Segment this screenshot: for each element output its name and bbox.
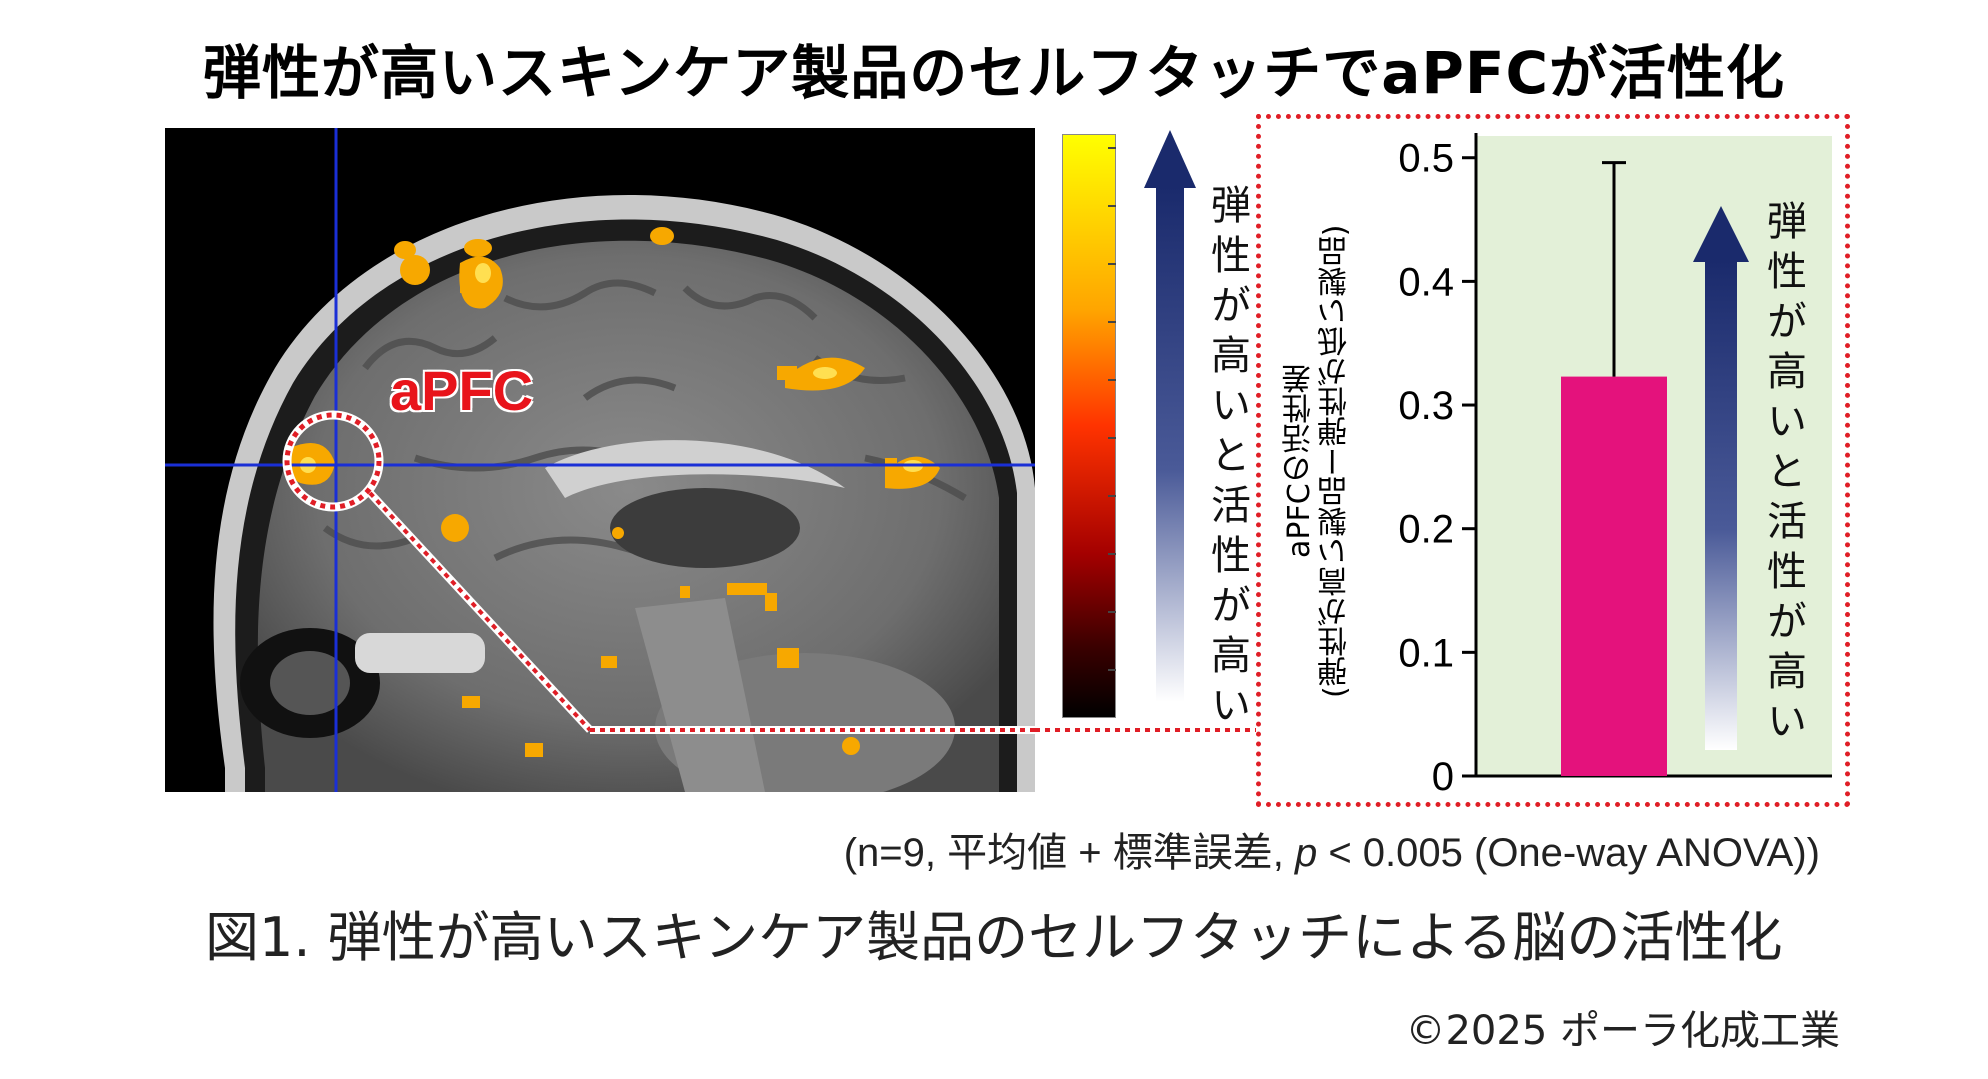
note-p-symbol: p — [1294, 831, 1318, 875]
up-arrow-icon — [1693, 206, 1749, 750]
figure-title: 弾性が高いスキンケア製品のセルフタッチでaPFCが活性化 — [202, 39, 1786, 107]
y-tick-label: 0.1 — [1398, 631, 1454, 675]
note-prefix: (n=9, 平均値 + 標準誤差, — [843, 831, 1295, 875]
statistics-note: (n=9, 平均値 + 標準誤差, p < 0.005 (One-way ANO… — [844, 820, 1820, 878]
y-tick-label: 0.4 — [1398, 260, 1454, 304]
bar — [1561, 376, 1667, 776]
activation-colorbar — [1062, 134, 1116, 718]
brain-mri-image: aPFC — [165, 128, 1035, 792]
y-tick-label: 0 — [1432, 755, 1454, 799]
apfc-region-label: aPFC — [390, 359, 534, 422]
colorbar-annotation: 弾性が高いと活性が高い — [1204, 184, 1250, 734]
chart-highlight-frame — [1256, 114, 1850, 807]
figure-caption: 図1. 弾性が高いスキンケア製品のセルフタッチによる脳の活性化 — [205, 906, 1783, 969]
chart-arrow-annotation: 弾性が高いと活性が高い — [1760, 200, 1806, 750]
y-tick-label: 0.3 — [1398, 384, 1454, 428]
note-suffix: < 0.005 (One-way ANOVA)) — [1317, 831, 1820, 875]
copyright-notice: ©2025 ポーラ化成工業 — [1405, 1008, 1840, 1054]
y-tick-label: 0.2 — [1398, 508, 1454, 552]
y-tick-label: 0.5 — [1398, 137, 1454, 181]
